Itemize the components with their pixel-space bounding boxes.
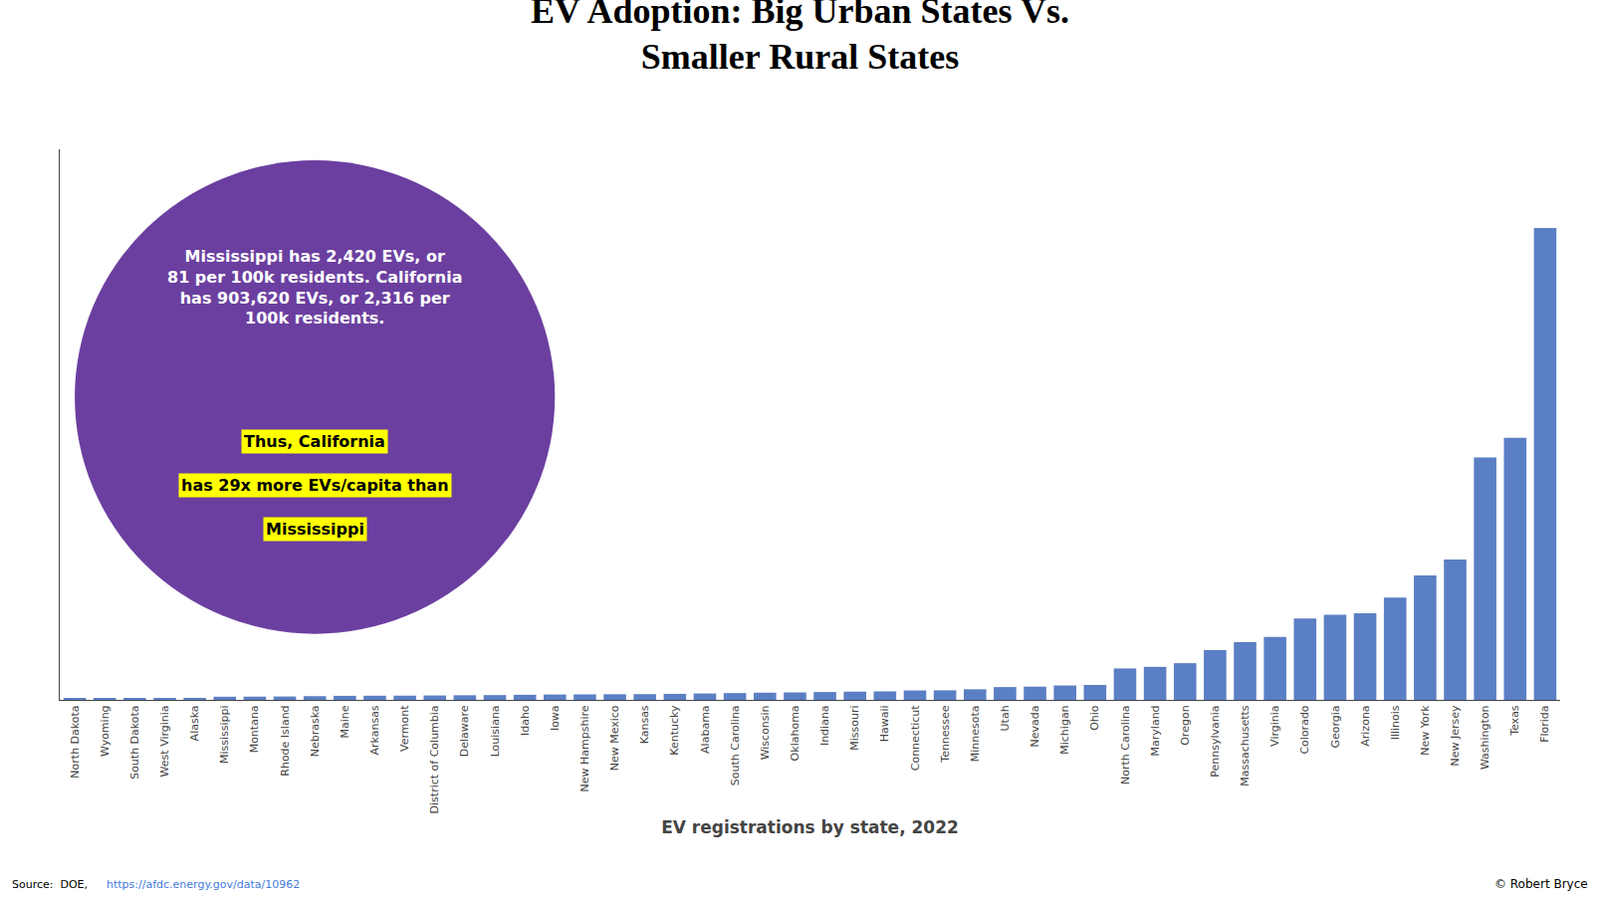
svg-text:Indiana: Indiana bbox=[818, 704, 832, 746]
svg-text:Wisconsin: Wisconsin bbox=[758, 704, 772, 760]
svg-text:Vermont: Vermont bbox=[398, 704, 412, 752]
svg-text:South Dakota: South Dakota bbox=[128, 704, 142, 779]
svg-text:Mississippi: Mississippi bbox=[218, 704, 231, 764]
svg-text:New Mexico: New Mexico bbox=[608, 704, 622, 771]
svg-text:Louisiana: Louisiana bbox=[488, 704, 502, 757]
svg-text:Virginia: Virginia bbox=[1268, 704, 1282, 746]
svg-text:Source: DOE,: Source: DOE, bbox=[11, 878, 88, 892]
svg-text:North Dakota: North Dakota bbox=[68, 704, 82, 778]
svg-text:Delaware: Delaware bbox=[457, 704, 471, 757]
svg-text:New York: New York bbox=[1418, 704, 1432, 756]
svg-text:South Carolina: South Carolina bbox=[728, 704, 742, 786]
svg-text:Ohio: Ohio bbox=[1088, 704, 1102, 731]
svg-text:Connecticut: Connecticut bbox=[909, 704, 922, 772]
svg-text:District of Columbia: District of Columbia bbox=[428, 704, 442, 814]
svg-text:Rhode Island: Rhode Island bbox=[278, 704, 292, 776]
svg-text:Illinois: Illinois bbox=[1388, 704, 1402, 740]
svg-text:Mississippi: Mississippi bbox=[265, 519, 365, 539]
svg-text:North Carolina: North Carolina bbox=[1119, 704, 1133, 785]
svg-text:© Robert Bryce: © Robert Bryce bbox=[1494, 877, 1589, 892]
svg-text:Nevada: Nevada bbox=[1028, 704, 1042, 747]
svg-text:Wyoming: Wyoming bbox=[98, 704, 112, 757]
svg-text:Alabama: Alabama bbox=[698, 704, 712, 754]
svg-text:Iowa: Iowa bbox=[548, 704, 562, 731]
svg-text:Georgia: Georgia bbox=[1329, 704, 1343, 748]
svg-text:Montana: Montana bbox=[247, 704, 261, 753]
svg-text:Hawaii: Hawaii bbox=[878, 704, 892, 742]
svg-text:Washington: Washington bbox=[1478, 704, 1492, 770]
svg-text:EV registrations by state, 202: EV registrations by state, 2022 bbox=[661, 817, 959, 838]
svg-text:West Virginia: West Virginia bbox=[158, 704, 172, 777]
svg-text:Maine: Maine bbox=[338, 704, 352, 738]
svg-text:Alaska: Alaska bbox=[188, 704, 202, 741]
svg-text:https://afdc.energy.gov/data/1: https://afdc.energy.gov/data/10962 bbox=[106, 878, 300, 892]
svg-text:Michigan: Michigan bbox=[1058, 704, 1072, 754]
svg-text:has 29x more EVs/capita than: has 29x more EVs/capita than bbox=[181, 475, 450, 495]
svg-text:Maryland: Maryland bbox=[1148, 704, 1162, 756]
svg-text:Utah: Utah bbox=[998, 704, 1012, 731]
svg-text:Minnesota: Minnesota bbox=[968, 704, 982, 762]
svg-text:Colorado: Colorado bbox=[1298, 704, 1312, 754]
svg-text:Kansas: Kansas bbox=[638, 704, 652, 744]
svg-text:Kentucky: Kentucky bbox=[668, 704, 682, 756]
svg-text:Oklahoma: Oklahoma bbox=[788, 704, 802, 761]
svg-text:Idaho: Idaho bbox=[518, 704, 532, 736]
svg-text:New Hampshire: New Hampshire bbox=[578, 704, 592, 792]
svg-text:Arizona: Arizona bbox=[1359, 704, 1372, 746]
svg-text:Nebraska: Nebraska bbox=[308, 704, 322, 757]
svg-text:Oregon: Oregon bbox=[1178, 704, 1192, 745]
svg-text:Arkansas: Arkansas bbox=[368, 704, 382, 755]
svg-text:Massachusetts: Massachusetts bbox=[1238, 704, 1252, 787]
svg-text:Tennessee: Tennessee bbox=[938, 704, 952, 764]
svg-text:Mississippi has 2,420 EVs, or8: Mississippi has 2,420 EVs, or81 per 100k… bbox=[167, 246, 463, 328]
svg-text:New Jersey: New Jersey bbox=[1448, 704, 1462, 767]
svg-text:Thus, California: Thus, California bbox=[243, 432, 386, 452]
svg-text:EV Adoption: Big Urban States: EV Adoption: Big Urban States Vs.Smaller… bbox=[530, 0, 1070, 77]
svg-text:Florida: Florida bbox=[1539, 704, 1553, 742]
svg-text:Texas: Texas bbox=[1508, 704, 1522, 737]
svg-text:Pennsylvania: Pennsylvania bbox=[1208, 704, 1222, 777]
svg-text:Missouri: Missouri bbox=[848, 704, 862, 750]
